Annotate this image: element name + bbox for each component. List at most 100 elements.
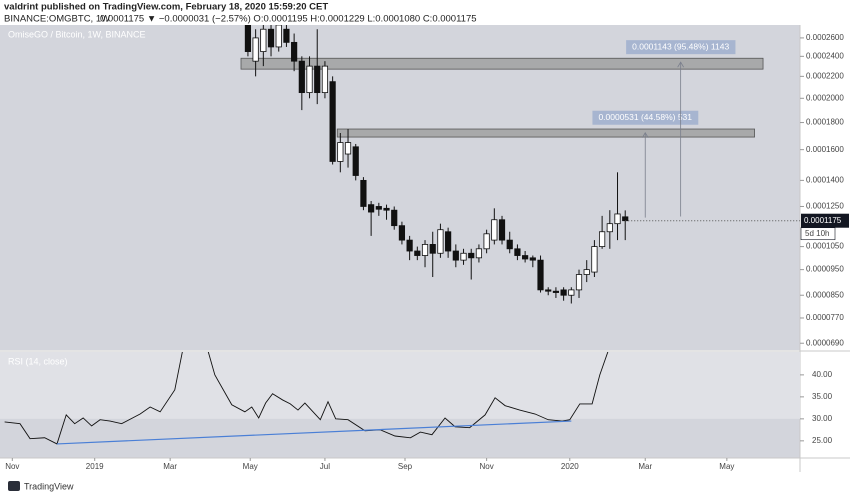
symbol-line: BINANCE:OMGBTC, 1W bbox=[4, 14, 110, 25]
y-tick-label: 0.0000690 bbox=[806, 338, 844, 347]
candle-body bbox=[321, 65, 329, 94]
plot-background bbox=[0, 25, 800, 350]
last-price-tag bbox=[801, 213, 849, 228]
candle-body bbox=[491, 219, 498, 241]
candle-body bbox=[622, 216, 629, 222]
chart-title: OmiseGO / Bitcoin, 1W, BINANCE bbox=[8, 29, 146, 39]
x-tick-label: Sep bbox=[398, 462, 413, 471]
candle-body bbox=[252, 37, 259, 62]
y-tick-label: 0.0002200 bbox=[806, 71, 844, 80]
rsi-tick-label: 40.00 bbox=[812, 370, 833, 379]
candle-body bbox=[522, 255, 529, 260]
candle-body bbox=[414, 250, 421, 256]
candle-body bbox=[506, 239, 513, 250]
y-tick-label: 0.0001050 bbox=[806, 242, 844, 251]
candle-body bbox=[298, 60, 305, 94]
resistance-zone bbox=[240, 57, 764, 70]
y-tick-label: 0.0001400 bbox=[806, 175, 844, 184]
x-tick-label: May bbox=[243, 462, 258, 471]
candle-body bbox=[606, 223, 613, 233]
countdown: 5d 10h bbox=[805, 229, 829, 238]
candle-body bbox=[468, 252, 475, 259]
rsi-title: RSI (14, close) bbox=[8, 356, 68, 366]
candle-body bbox=[591, 246, 598, 273]
candle-body bbox=[314, 65, 321, 94]
candle-body bbox=[483, 233, 490, 250]
candle-body bbox=[614, 213, 621, 225]
candle-body bbox=[283, 28, 290, 43]
x-tick-label: 2019 bbox=[86, 462, 104, 471]
measure-label: 0.0000531 (44.58%) 531 bbox=[598, 112, 692, 122]
candle-body bbox=[529, 257, 536, 261]
rsi-tick-label: 25.00 bbox=[812, 436, 833, 445]
x-tick-label: May bbox=[719, 462, 734, 471]
measure-label: 0.0001143 (95.48%) 1143 bbox=[632, 41, 729, 51]
x-tick-label: 2020 bbox=[561, 462, 579, 471]
rsi-band bbox=[0, 352, 800, 419]
x-tick-label: Jul bbox=[320, 462, 330, 471]
candle-body bbox=[360, 179, 367, 207]
candle-body bbox=[599, 231, 606, 247]
candle-body bbox=[460, 252, 467, 261]
resistance-zone bbox=[336, 128, 755, 138]
countdown-tag bbox=[800, 227, 836, 241]
candle-body bbox=[306, 65, 313, 94]
candle-body bbox=[429, 244, 436, 254]
candle-body bbox=[375, 206, 382, 210]
candle-body bbox=[344, 142, 352, 155]
candle-body bbox=[552, 290, 560, 293]
candle-body bbox=[267, 28, 275, 48]
price-pane: 0.0000531 (44.58%) 531 0.0001143 (95.48%)… bbox=[240, 25, 764, 304]
x-tick-label: Nov bbox=[5, 462, 19, 471]
candle-body bbox=[560, 289, 567, 296]
candle-body bbox=[575, 274, 583, 291]
rsi-tick-label: 35.00 bbox=[812, 392, 833, 401]
candle-body bbox=[352, 146, 359, 176]
measure-label-box bbox=[592, 110, 699, 125]
candle-body bbox=[452, 250, 459, 261]
y-tick-label: 0.0002000 bbox=[806, 93, 844, 102]
last-price-label: 0.0001175 bbox=[804, 216, 842, 225]
rsi-line bbox=[4, 352, 609, 445]
quote-line: 0.0001175 ▼ −0.0000031 (−2.57%) O:0.0001… bbox=[100, 14, 477, 25]
candle-body bbox=[275, 25, 282, 48]
y-tick-label: 0.0000950 bbox=[806, 265, 844, 274]
candle-body bbox=[445, 231, 452, 252]
candle-body bbox=[568, 289, 575, 296]
candle-body bbox=[329, 81, 336, 162]
y-tick-label: 0.0000770 bbox=[806, 313, 844, 322]
y-tick-label: 0.0000850 bbox=[806, 290, 844, 299]
y-tick-label: 0.0001600 bbox=[806, 145, 844, 154]
measure-arrow bbox=[641, 131, 649, 138]
x-tick-label: Mar bbox=[638, 462, 652, 471]
candle-body bbox=[260, 28, 267, 52]
candle-body bbox=[498, 219, 506, 241]
y-tick-label: 0.0002600 bbox=[806, 33, 844, 42]
rsi-pane bbox=[0, 352, 800, 445]
candle-body bbox=[437, 229, 444, 254]
measure-label-box bbox=[626, 40, 736, 55]
brand-logo bbox=[8, 481, 20, 491]
candle-body bbox=[383, 207, 390, 211]
candle-body bbox=[368, 204, 375, 213]
candle-body bbox=[537, 259, 544, 291]
y-tick-label: 0.0001800 bbox=[806, 118, 844, 127]
candle-body bbox=[475, 248, 483, 259]
candle-body bbox=[398, 225, 406, 241]
candle-body bbox=[337, 142, 344, 162]
candle-body bbox=[583, 269, 590, 275]
x-tick-label: Nov bbox=[480, 462, 494, 471]
candle-body bbox=[545, 289, 552, 292]
candle-body bbox=[514, 248, 521, 256]
publisher-line: valdrint published on TradingView.com, F… bbox=[4, 2, 328, 13]
candle-body bbox=[244, 25, 252, 52]
brand: TradingView bbox=[24, 481, 74, 491]
x-tick-label: Mar bbox=[163, 462, 177, 471]
candle-body bbox=[406, 239, 413, 252]
candle-body bbox=[421, 244, 429, 256]
measure-arrow bbox=[677, 61, 684, 68]
candle-body bbox=[291, 41, 298, 62]
rsi-trendline bbox=[56, 420, 572, 445]
y-tick-label: 0.0001250 bbox=[806, 202, 844, 211]
